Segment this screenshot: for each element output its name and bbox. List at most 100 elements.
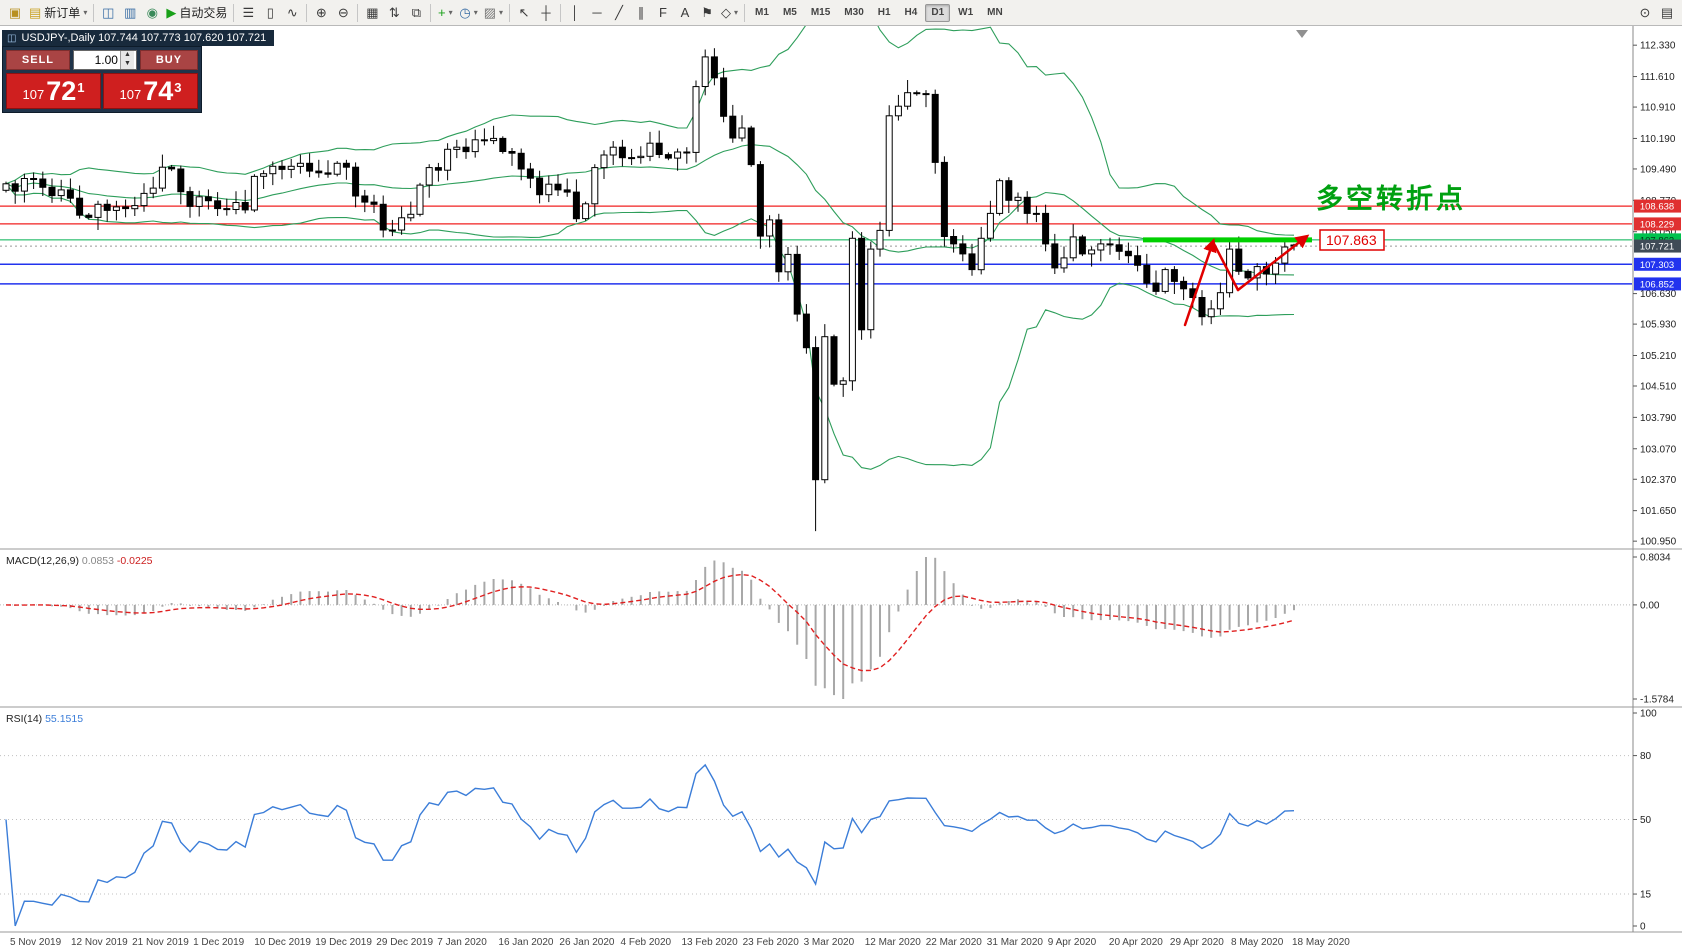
horizontal-line-icon[interactable]: ─: [586, 3, 608, 23]
candle-body: [1078, 236, 1086, 255]
new-order-button[interactable]: ▤ 新订单 ▾: [26, 3, 90, 23]
date-axis-label: 22 Mar 2020: [926, 937, 983, 948]
candle-body: [508, 151, 516, 154]
terminal-icon: ▣: [8, 4, 22, 20]
turning-point-label[interactable]: 多空转折点: [1316, 183, 1466, 214]
dropdown-caret-icon: ▾: [448, 8, 453, 17]
panels-icon[interactable]: ▤: [1656, 3, 1678, 23]
candle-body: [306, 162, 314, 172]
dropdown-caret-icon: ▾: [473, 8, 478, 17]
timeframe-m5[interactable]: M5: [782, 7, 797, 18]
candle-body: [885, 115, 893, 231]
date-axis-label: 10 Dec 2019: [254, 937, 311, 948]
sell-price-button[interactable]: 107 72 1: [6, 73, 101, 109]
buy-price-button[interactable]: 107 74 3: [103, 73, 198, 109]
timeframe-m30[interactable]: M30: [844, 7, 864, 18]
candle-body: [352, 166, 360, 197]
candle-body: [112, 206, 120, 211]
price-axis-label: 109.490: [1640, 164, 1677, 175]
candle-body: [85, 214, 93, 218]
timeframe-w1[interactable]: W1: [958, 7, 974, 18]
autotrading-button-label: 自动交易: [179, 6, 228, 20]
horizontal-line-icon: ─: [592, 5, 602, 20]
candle-body: [287, 165, 295, 170]
toolbar-separator: [93, 3, 95, 22]
timeframe-mn[interactable]: MN: [987, 7, 1003, 18]
candle-body: [1143, 264, 1151, 284]
zoom-out-icon[interactable]: ⊖: [332, 3, 354, 23]
buy-button[interactable]: BUY: [139, 50, 199, 70]
candle-body: [830, 336, 838, 385]
navigator-icon[interactable]: ▥: [119, 3, 141, 23]
label-icon[interactable]: ⚑: [696, 3, 718, 23]
candle-body: [315, 170, 323, 174]
new-order-button: ▤: [29, 4, 42, 20]
trend-arrow[interactable]: [1183, 234, 1310, 327]
candle-body: [388, 229, 396, 232]
panel-frames: [0, 26, 1682, 933]
candle-body: [223, 208, 231, 211]
channel-icon[interactable]: ∥: [630, 3, 652, 23]
candle-body: [490, 137, 498, 142]
candle-body: [913, 92, 921, 95]
timeframe-d1[interactable]: D1: [925, 3, 951, 22]
candle-body: [2, 183, 10, 191]
cursor-icon[interactable]: ↖: [513, 3, 535, 23]
lot-size-input[interactable]: [73, 51, 120, 69]
timeframe-m1[interactable]: M1: [755, 7, 769, 18]
candle-body: [683, 151, 691, 154]
search-icon[interactable]: ⊙: [1634, 3, 1656, 23]
lot-increase-button[interactable]: ▲: [120, 51, 134, 60]
label-icon: ⚑: [701, 4, 713, 20]
chart-canvas[interactable]: 多空转折点 107.863 112.330 111.610 110.910 110.190…: [0, 26, 1682, 951]
bar-chart-type-icon: ☰: [242, 4, 255, 20]
candle-body: [876, 229, 884, 250]
candle-body: [1180, 280, 1188, 290]
candle-body: [674, 151, 682, 159]
candle-body: [812, 347, 820, 481]
candle-body: [361, 195, 369, 203]
candle-body: [793, 253, 801, 315]
vertical-line-icon[interactable]: │: [564, 3, 586, 23]
sell-button[interactable]: SELL: [6, 50, 70, 70]
price-tag-box[interactable]: [1319, 229, 1385, 251]
market-watch-icon[interactable]: ◫: [97, 3, 119, 23]
trendline-icon[interactable]: ╱: [608, 3, 630, 23]
sell-price-prefix: 107: [22, 86, 45, 102]
date-axis-label: 29 Apr 2020: [1170, 937, 1224, 948]
lot-decrease-button[interactable]: ▼: [120, 60, 134, 69]
autotrading-button[interactable]: ▶ 自动交易: [163, 3, 230, 23]
candle-body: [462, 146, 470, 153]
arrange-windows-icon[interactable]: ⇅: [383, 3, 405, 23]
cascade-windows-icon[interactable]: ⧉: [405, 3, 427, 23]
shapes-icon[interactable]: ◇ ▾: [718, 3, 741, 23]
terminal-icon[interactable]: ▣: [4, 3, 26, 23]
timeframe-h4[interactable]: H4: [904, 7, 918, 18]
data-window-icon[interactable]: ◉: [141, 3, 163, 23]
timeframe-m15[interactable]: M15: [810, 7, 831, 18]
macd-axis-label: -1.5784: [1640, 695, 1674, 706]
zoom-in-icon[interactable]: ⊕: [310, 3, 332, 23]
periods-icon[interactable]: ◷ ▾: [456, 3, 480, 23]
timeframe-h1[interactable]: H1: [877, 7, 891, 18]
fibonacci-icon[interactable]: F: [652, 3, 674, 23]
price-axis-label: 110.190: [1640, 134, 1676, 145]
tile-windows-icon[interactable]: ▦: [361, 3, 383, 23]
chart-shift-marker-icon[interactable]: [1296, 30, 1308, 38]
candle-body: [922, 93, 930, 96]
tile-windows-icon: ▦: [366, 4, 379, 20]
candlestick-type-icon[interactable]: ▯: [259, 3, 281, 23]
macd-axis-label: 0.00: [1640, 600, 1660, 611]
bar-chart-type-icon[interactable]: ☰: [237, 3, 259, 23]
line-chart-type-icon[interactable]: ∿: [281, 3, 303, 23]
price-axis-marker: [1634, 199, 1681, 213]
date-axis-label: 12 Mar 2020: [865, 937, 922, 948]
crosshair-icon[interactable]: ┼: [535, 3, 557, 23]
candle-body: [140, 192, 148, 207]
templates-icon[interactable]: ▨ ▾: [481, 3, 506, 23]
indicators-icon[interactable]: + ▾: [434, 3, 456, 23]
candle-body: [48, 186, 56, 197]
price-axis-marker-text: 106.852: [1640, 279, 1674, 290]
text-icon[interactable]: A: [674, 3, 696, 23]
indicators-icon: +: [438, 5, 446, 20]
